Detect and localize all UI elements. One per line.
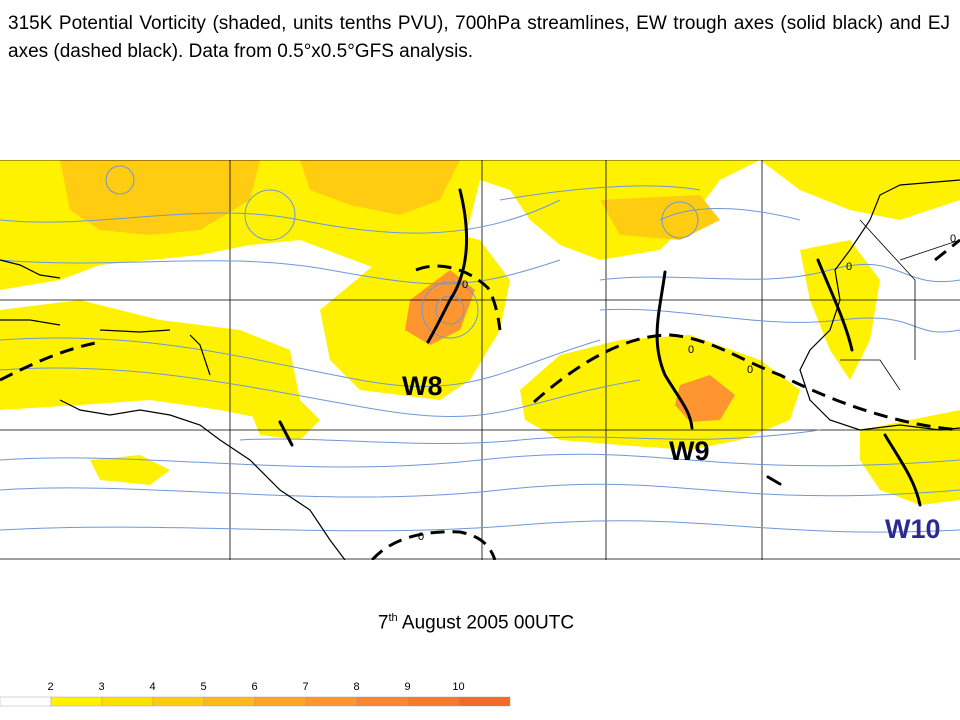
trough-axis-w8 — [426, 188, 468, 344]
colorbar-tick-label: 9 — [404, 681, 410, 693]
coast-caribbean-islands — [0, 259, 211, 376]
trough-axis-south — [766, 475, 782, 486]
contour-label: 0 — [688, 344, 694, 356]
colorbar-tick-label: 2 — [47, 681, 53, 693]
jet-axis-east — [934, 238, 960, 262]
colorbar-tick-label: 4 — [149, 681, 155, 693]
pv-area-north-3 — [300, 160, 460, 215]
colorbar-tick-label: 6 — [251, 681, 257, 693]
colorbar-tick-label: 3 — [98, 681, 104, 693]
colorbar-swatch — [50, 696, 103, 707]
colorbar-boxes — [0, 696, 511, 707]
colorbar-swatch — [458, 696, 511, 707]
colorbar-swatch — [203, 696, 256, 707]
jet-axis-south — [370, 530, 497, 560]
pv-area-west — [0, 300, 300, 420]
colorbar-tick-label: 5 — [200, 681, 206, 693]
jet-axis-w9 — [533, 333, 960, 432]
pv-area-north-4 — [600, 195, 720, 240]
colorbar-swatch — [254, 696, 307, 707]
colorbar-swatch — [305, 696, 358, 707]
pv-area-southwest — [90, 455, 170, 485]
colorbar-swatch — [152, 696, 205, 707]
colorbar-tick-label: 8 — [353, 681, 359, 693]
date-day: 7 — [377, 612, 389, 634]
trough-axis-africa — [816, 258, 854, 352]
colorbar-tick-label: 7 — [302, 681, 308, 693]
contour-label: 0 — [846, 261, 852, 273]
coast-west-africa — [799, 179, 960, 431]
colorbar-swatch — [101, 696, 154, 707]
contour-label: 0 — [950, 233, 956, 245]
streamlines — [0, 165, 960, 533]
date-rest: August 2005 00UTC — [397, 612, 575, 634]
pv-shading — [0, 160, 960, 505]
wave-label-w9: W9 — [669, 436, 710, 466]
jet-axis-west — [0, 340, 101, 382]
colorbar-swatch — [356, 696, 409, 707]
trough-axis-w9 — [655, 270, 694, 430]
pv-area-north-2 — [60, 160, 260, 235]
contour-label: 0 — [462, 279, 468, 291]
coastlines — [0, 179, 960, 560]
coast-africa-borders — [840, 219, 960, 391]
pv-area-w9-core — [675, 375, 735, 422]
jet-axis-w8 — [415, 264, 502, 331]
trough-axes — [278, 188, 922, 507]
trough-axis-west — [278, 420, 294, 447]
pv-area-w9 — [520, 335, 800, 450]
jet-axes — [0, 238, 960, 560]
figure-caption: 315K Potential Vorticity (shaded, units … — [8, 13, 950, 62]
wave-label-w10: W10 — [885, 514, 941, 544]
trough-axis-w10 — [883, 433, 922, 507]
map-svg: 0 0 0 0 0 0 W8 W9 W10 — [0, 160, 960, 560]
pv-map: 0 0 0 0 0 0 W8 W9 W10 — [0, 160, 960, 560]
contour-labels: 0 0 0 0 0 0 — [418, 233, 956, 543]
colorbar-ticks: 2 3 4 5 6 7 8 9 10 — [47, 681, 464, 693]
colorbar-swatch — [407, 696, 460, 707]
contour-label: 0 — [418, 531, 424, 543]
wave-labels: W8 W9 W10 — [402, 371, 941, 544]
wave-label-w8: W8 — [402, 371, 443, 401]
contour-label: 0 — [747, 364, 753, 376]
colorbar-tick-label: 10 — [452, 681, 464, 693]
colorbar-swatch — [0, 696, 52, 707]
coast-south-america — [59, 399, 346, 560]
date-suffix: th — [388, 612, 398, 624]
analysis-date: 7th August 2005 00UTC — [0, 612, 952, 634]
